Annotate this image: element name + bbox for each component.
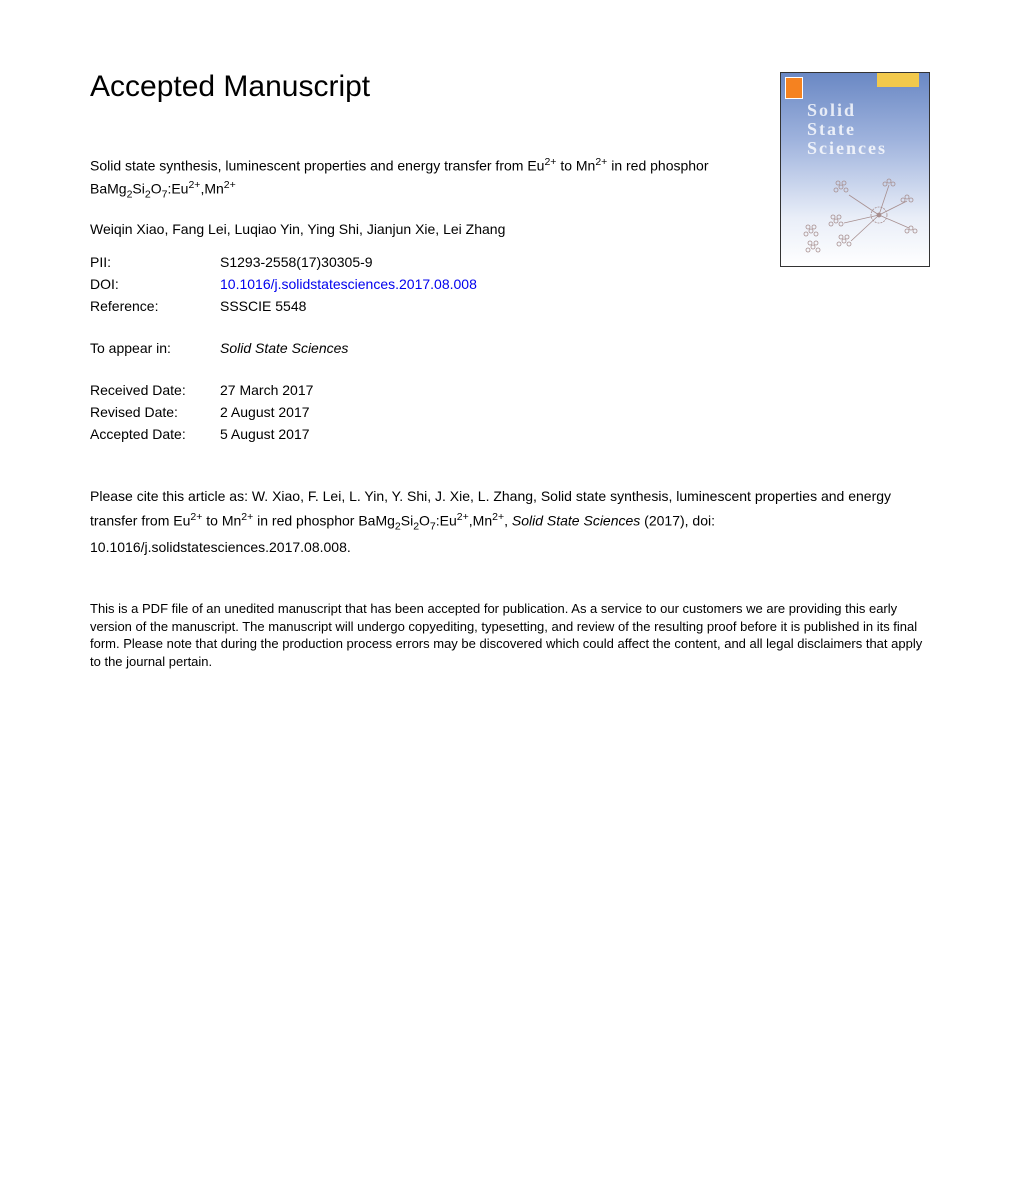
meta-value: SSSCIE 5548: [220, 295, 477, 317]
citation-text: in red phosphor BaMg: [253, 513, 395, 529]
meta-row-accepted: Accepted Date: 5 August 2017: [90, 423, 477, 445]
meta-row-received: Received Date: 27 March 2017: [90, 379, 477, 401]
meta-value: 2 August 2017: [220, 401, 477, 423]
citation-sup: 2+: [457, 511, 469, 523]
journal-cover: Solid State Sciences: [780, 72, 930, 267]
cover-accent-bar: [877, 73, 919, 87]
meta-value-journal: Solid State Sciences: [220, 337, 477, 359]
citation-text: to Mn: [202, 513, 241, 529]
title-text: Solid state synthesis, luminescent prope…: [90, 158, 544, 174]
citation-text: :Eu: [436, 513, 457, 529]
meta-label: Reference:: [90, 295, 220, 317]
meta-label: Received Date:: [90, 379, 220, 401]
disclaimer-text: This is a PDF file of an unedited manusc…: [90, 600, 930, 670]
publisher-logo-icon: [785, 77, 803, 99]
title-text: O: [151, 181, 162, 197]
title-text: Si: [132, 181, 144, 197]
cover-journal-title: Solid State Sciences: [807, 101, 887, 158]
article-title: Solid state synthesis, luminescent prope…: [90, 154, 730, 203]
doi-link[interactable]: 10.1016/j.solidstatesciences.2017.08.008: [220, 276, 477, 292]
meta-value: 27 March 2017: [220, 379, 477, 401]
manuscript-page: Accepted Manuscript Solid State Sciences: [0, 0, 1020, 710]
citation-journal: Solid State Sciences: [512, 513, 640, 529]
meta-row-reference: Reference: SSSCIE 5548: [90, 295, 477, 317]
citation-text: Si: [401, 513, 413, 529]
title-sup: 2+: [224, 179, 236, 191]
citation-sup: 2+: [190, 511, 202, 523]
title-text: ,Mn: [200, 181, 223, 197]
meta-label: Revised Date:: [90, 401, 220, 423]
title-sup: 2+: [595, 156, 607, 168]
meta-label: DOI:: [90, 273, 220, 295]
meta-label: PII:: [90, 251, 220, 273]
title-sup: 2+: [188, 179, 200, 191]
meta-label: Accepted Date:: [90, 423, 220, 445]
meta-row-pii: PII: S1293-2558(17)30305-9: [90, 251, 477, 273]
citation-block: Please cite this article as: W. Xiao, F.…: [90, 485, 930, 560]
title-sup: 2+: [544, 156, 556, 168]
citation-text: ,Mn: [469, 513, 492, 529]
title-text: to Mn: [556, 158, 595, 174]
cover-diagram-icon: [789, 173, 923, 258]
meta-row-appear: To appear in: Solid State Sciences: [90, 337, 477, 359]
citation-sup: 2+: [241, 511, 253, 523]
citation-sup: 2+: [492, 511, 504, 523]
meta-row-doi: DOI: 10.1016/j.solidstatesciences.2017.0…: [90, 273, 477, 295]
meta-value: 5 August 2017: [220, 423, 477, 445]
meta-row-revised: Revised Date: 2 August 2017: [90, 401, 477, 423]
cover-title-line3: Sciences: [807, 139, 887, 158]
citation-text: O: [419, 513, 430, 529]
cover-title-line1: Solid: [807, 101, 887, 120]
metadata-table: PII: S1293-2558(17)30305-9 DOI: 10.1016/…: [90, 251, 477, 445]
citation-text: ,: [504, 513, 512, 529]
title-text: :Eu: [167, 181, 188, 197]
cover-title-line2: State: [807, 120, 887, 139]
meta-value: S1293-2558(17)30305-9: [220, 251, 477, 273]
meta-label: To appear in:: [90, 337, 220, 359]
